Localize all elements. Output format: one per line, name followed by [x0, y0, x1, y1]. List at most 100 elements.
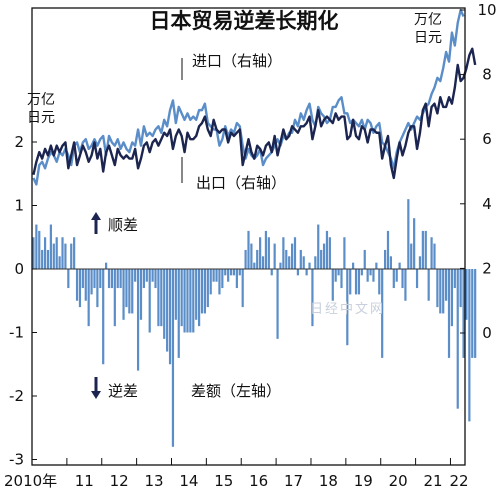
- balance-bar: [102, 269, 105, 365]
- balance-bar: [453, 269, 456, 289]
- balance-bar: [349, 269, 352, 295]
- balance-bar: [87, 269, 90, 327]
- balance-bar: [325, 230, 329, 269]
- balance-bar: [78, 269, 82, 308]
- balance-bars: [32, 199, 477, 447]
- balance-bar: [218, 269, 221, 295]
- balance-bar: [459, 269, 462, 308]
- balance-bar: [407, 199, 410, 269]
- x-tick-label: 14: [179, 472, 198, 490]
- x-tick-label: 19: [354, 472, 373, 490]
- balance-bar: [445, 269, 448, 301]
- balance-bar: [212, 269, 215, 282]
- balance-bar: [189, 269, 192, 333]
- x-tick-label: 20: [389, 472, 408, 490]
- balance-bar: [378, 269, 381, 295]
- balance-bar: [430, 237, 433, 269]
- x-tick-label: 15: [214, 472, 233, 490]
- left-tick-label: 1: [14, 197, 24, 215]
- balance-bar: [279, 262, 282, 269]
- balance-bar: [366, 269, 369, 282]
- balance-bar: [270, 269, 273, 276]
- balance-bar: [186, 269, 189, 333]
- balance-bar: [436, 269, 439, 308]
- balance-bar: [128, 269, 131, 314]
- balance-bar: [195, 269, 198, 320]
- left-tick-label: 2: [14, 133, 24, 151]
- balance-bar: [107, 269, 111, 289]
- x-tick-label: 16: [249, 472, 268, 490]
- balance-bar: [442, 269, 445, 314]
- trade-lines: [32, 8, 477, 186]
- balance-bar: [468, 269, 471, 422]
- right-tick-label: 2: [482, 259, 492, 277]
- balance-bar: [259, 237, 262, 269]
- balance-bar: [131, 269, 134, 314]
- balance-bar: [99, 269, 102, 289]
- balance-bar: [75, 269, 79, 301]
- balance-bar: [311, 269, 314, 327]
- left-tick-label: 0: [14, 260, 24, 278]
- left-tick-label: -2: [9, 387, 24, 405]
- balance-bar: [241, 269, 244, 308]
- balance-bar: [404, 269, 407, 301]
- balance-bar: [113, 269, 116, 327]
- balance-bar: [381, 269, 384, 358]
- balance-bar: [375, 262, 378, 269]
- balance-bar: [197, 269, 201, 327]
- balance-bar: [125, 269, 128, 308]
- balance-bar: [67, 269, 70, 289]
- balance-bar: [389, 256, 392, 269]
- balance-bar: [474, 269, 477, 358]
- balance-bar: [415, 269, 419, 289]
- balance-bar: [288, 256, 291, 269]
- balance-bar: [398, 262, 401, 269]
- balance-bar: [282, 237, 285, 269]
- balance-bar: [148, 269, 151, 333]
- x-tick-label: 11: [75, 472, 94, 490]
- balance-bar: [238, 269, 241, 276]
- balance-bar: [58, 256, 61, 269]
- balance-bar: [256, 249, 259, 269]
- balance-bar: [227, 269, 230, 282]
- balance-bar: [317, 224, 320, 269]
- balance-bar: [427, 269, 430, 301]
- x-tick-label: 13: [145, 472, 164, 490]
- balance-bar: [456, 269, 459, 409]
- balance-bar: [337, 269, 340, 276]
- balance-bar: [119, 269, 122, 289]
- exports-label: 出口（右轴）: [196, 174, 286, 192]
- watermark: 日经中文网: [310, 302, 385, 317]
- balance-bar: [142, 269, 145, 289]
- up-arrow-icon: [91, 212, 101, 234]
- balance-bar: [410, 243, 413, 269]
- left-tick-label: -3: [9, 451, 24, 469]
- right-tick-label: 6: [482, 130, 492, 148]
- balance-bar: [357, 269, 361, 295]
- balance-bar: [360, 269, 363, 276]
- balance-bar: [157, 269, 160, 327]
- balance-bar: [328, 237, 331, 269]
- balance-bar: [163, 269, 166, 339]
- balance-bar: [38, 230, 41, 269]
- balance-bar: [229, 269, 233, 276]
- balance-bar: [465, 269, 468, 320]
- x-tick-label: 2010年: [4, 472, 57, 490]
- balance-bar: [177, 269, 180, 358]
- balance-bar: [267, 237, 270, 269]
- right-axis-unit: 万亿日元: [414, 12, 442, 46]
- balance-bar: [418, 256, 422, 269]
- balance-bar: [64, 243, 67, 269]
- balance-bar: [110, 269, 114, 289]
- balance-bar: [134, 269, 137, 282]
- balance-bar: [73, 237, 76, 269]
- balance-bar: [447, 269, 451, 358]
- balance-bar: [296, 269, 300, 276]
- balance-bar: [320, 249, 323, 269]
- balance-bar: [293, 237, 297, 269]
- balance-bar: [244, 249, 247, 269]
- balance-bar: [122, 269, 125, 320]
- down-arrow-icon: [91, 377, 101, 399]
- balance-bar: [354, 269, 358, 295]
